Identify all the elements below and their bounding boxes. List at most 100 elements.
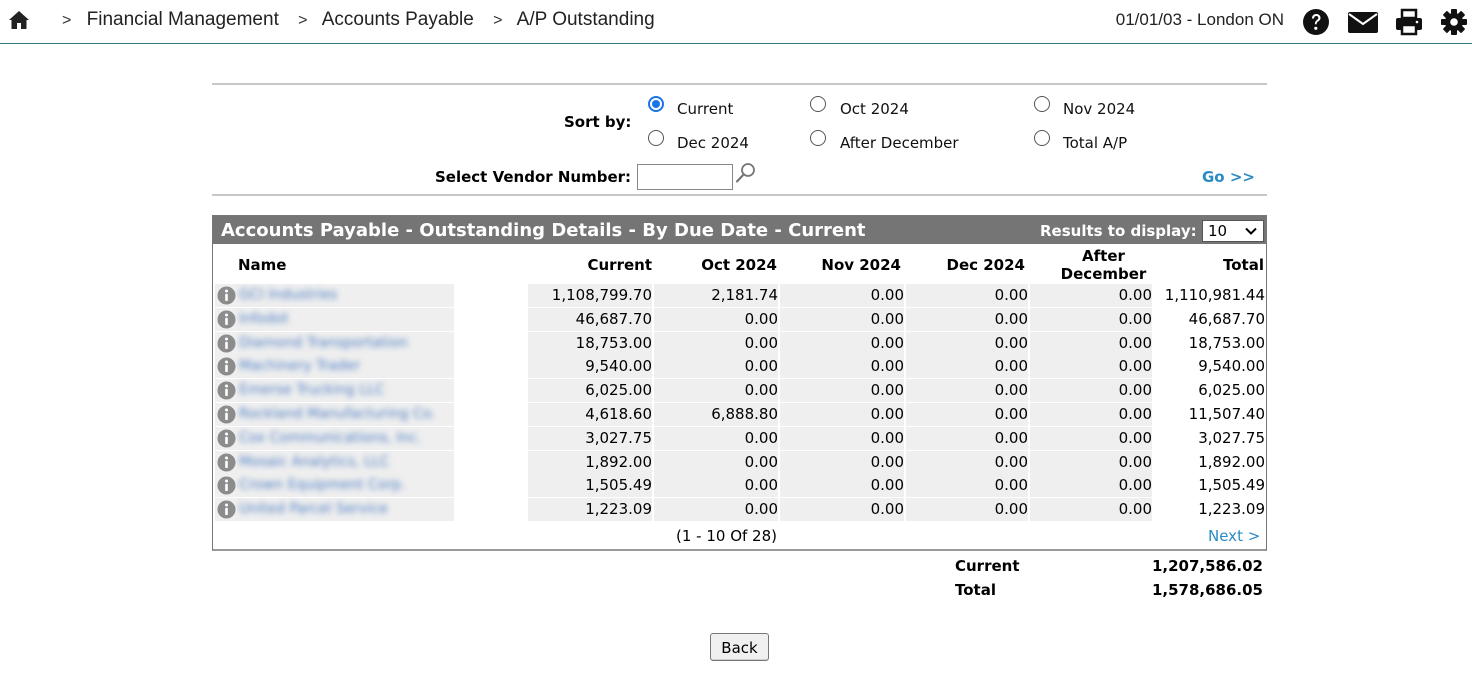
- amount-cell-dec: 0.00: [906, 284, 1028, 307]
- amount-cell-total: 1,223.09: [1198, 500, 1265, 519]
- chevron-down-icon: [1245, 227, 1257, 235]
- print-icon[interactable]: [1395, 8, 1423, 36]
- info-icon[interactable]: [217, 357, 236, 376]
- current-total-value: 1,207,586.02: [1151, 557, 1263, 575]
- info-icon[interactable]: [217, 476, 236, 495]
- help-icon[interactable]: [1302, 8, 1330, 36]
- vendor-name-link[interactable]: Rockland Manufacturing Co.: [239, 406, 436, 422]
- sort-radio-dec-2024[interactable]: [648, 130, 664, 146]
- amount-cell-total: 1,892.00: [1198, 452, 1265, 471]
- vendor-name-cell: United Parcel Service: [215, 498, 454, 522]
- go-link[interactable]: Go >>: [1202, 168, 1255, 186]
- amount-cell-current: 4,618.60: [528, 403, 652, 426]
- amount-cell-after: 0.00: [1030, 355, 1152, 379]
- mail-icon[interactable]: [1347, 8, 1379, 36]
- amount-cell-oct: 0.00: [654, 450, 778, 474]
- amount-cell-after: 0.00: [1030, 379, 1152, 403]
- sort-radio-oct-2024[interactable]: [810, 96, 826, 112]
- amount-cell-after: 0.00: [1030, 331, 1152, 355]
- table-row: Cox Communications, Inc. 3,027.75 0.00 0.00…: [215, 426, 1265, 450]
- vendor-name-link[interactable]: Emerse Trucking LLC: [239, 382, 385, 399]
- column-header-oct-2024: Oct 2024: [701, 256, 777, 274]
- vendor-name-cell: Emerse Trucking LLC: [215, 379, 454, 403]
- breadcrumb-separator: >: [62, 12, 72, 29]
- amount-cell-total: 1,505.49: [1198, 476, 1265, 495]
- sort-option-after-december: After December: [840, 134, 959, 152]
- amount-cell-nov: 0.00: [780, 498, 904, 522]
- current-total-label: Current: [955, 557, 1020, 575]
- vendor-number-input[interactable]: [637, 164, 733, 190]
- amount-cell-current: 1,892.00: [528, 450, 652, 474]
- info-icon[interactable]: [217, 429, 236, 448]
- amount-cell-oct: 2,181.74: [654, 284, 778, 307]
- amount-cell-dec: 0.00: [906, 426, 1028, 450]
- vendor-name-link[interactable]: Infodot: [239, 310, 289, 327]
- info-icon[interactable]: [217, 500, 236, 519]
- breadcrumb-accounts-payable[interactable]: Accounts Payable: [321, 9, 474, 30]
- sort-radio-total-ap[interactable]: [1034, 130, 1050, 146]
- amount-cell-current: 3,027.75: [528, 426, 652, 450]
- vendor-name-link[interactable]: United Parcel Service: [239, 501, 388, 518]
- amount-cell-nov: 0.00: [780, 379, 904, 403]
- amount-cell-oct: 0.00: [654, 426, 778, 450]
- amount-cell-current: 1,505.49: [528, 474, 652, 498]
- sort-radio-after-december[interactable]: [810, 130, 826, 146]
- info-icon[interactable]: [217, 381, 236, 400]
- column-header-nov-2024: Nov 2024: [821, 256, 901, 274]
- vendor-name-cell: Rockland Manufacturing Co.: [215, 403, 454, 426]
- sort-radio-current[interactable]: [648, 96, 664, 112]
- home-icon[interactable]: [8, 10, 30, 30]
- info-icon[interactable]: [217, 334, 236, 353]
- amount-cell-after: 0.00: [1030, 450, 1152, 474]
- magnifier-icon[interactable]: [735, 162, 757, 184]
- back-button[interactable]: Back: [710, 633, 769, 661]
- table-row: Diamond Transportation 18,753.00 0.00 0.00 0…: [215, 331, 1265, 355]
- amount-cell-dec: 0.00: [906, 498, 1028, 522]
- vendor-name-link[interactable]: Cox Communications, Inc.: [239, 429, 422, 446]
- amount-cell-nov: 0.00: [780, 474, 904, 498]
- breadcrumb-separator: >: [298, 12, 308, 29]
- amount-cell-oct: 0.00: [654, 498, 778, 522]
- amount-cell-nov: 0.00: [780, 403, 904, 426]
- info-icon[interactable]: [217, 310, 236, 329]
- amount-cell-dec: 0.00: [906, 355, 1028, 379]
- amount-cell-dec: 0.00: [906, 403, 1028, 426]
- vendor-name-cell: Machinery Trader: [215, 355, 454, 379]
- sort-option-nov-2024: Nov 2024: [1063, 100, 1136, 118]
- info-icon[interactable]: [217, 453, 236, 472]
- breadcrumb: > Financial Management > Accounts Payabl…: [62, 9, 669, 31]
- vendor-name-link[interactable]: Mosaic Analytics, LLC: [239, 453, 390, 470]
- info-icon[interactable]: [217, 286, 236, 305]
- table-row: GCI Industries 1,108,799.70 2,181.74 0.00 0.…: [215, 284, 1265, 307]
- settings-icon[interactable]: [1440, 8, 1468, 36]
- vendor-name-cell: Mosaic Analytics, LLC: [215, 450, 454, 474]
- breadcrumb-financial-management[interactable]: Financial Management: [86, 9, 279, 30]
- vendor-name-cell: GCI Industries: [215, 284, 454, 307]
- sort-radio-nov-2024[interactable]: [1034, 96, 1050, 112]
- amount-cell-current: 1,108,799.70: [528, 284, 652, 307]
- results-per-page-select[interactable]: 10: [1202, 220, 1264, 242]
- amount-cell-total: 9,540.00: [1198, 357, 1265, 376]
- amount-cell-current: 18,753.00: [528, 331, 652, 355]
- vendor-name-cell: Crown Equipment Corp.: [215, 474, 454, 498]
- column-header-current: Current: [587, 256, 652, 274]
- info-icon[interactable]: [217, 405, 236, 424]
- amount-cell-oct: 0.00: [654, 379, 778, 403]
- vendor-name-link[interactable]: Diamond Transportation: [239, 334, 408, 351]
- amount-cell-nov: 0.00: [780, 307, 904, 331]
- pagination-summary: (1 - 10 Of 28): [676, 527, 777, 545]
- table-row: Emerse Trucking LLC 6,025.00 0.00 0.00 0.00 0…: [215, 379, 1265, 403]
- sort-option-oct-2024: Oct 2024: [840, 100, 909, 118]
- vendor-name-link[interactable]: Machinery Trader: [239, 358, 361, 375]
- amount-cell-after: 0.00: [1030, 426, 1152, 450]
- amount-cell-current: 46,687.70: [528, 307, 652, 331]
- column-header-name: Name: [238, 256, 287, 274]
- vendor-name-link[interactable]: GCI Industries: [239, 287, 338, 303]
- table-row: Infodot 46,687.70 0.00 0.00 0.00 0.00 46,687.7…: [215, 307, 1265, 331]
- amount-cell-oct: 0.00: [654, 331, 778, 355]
- vendor-name-link[interactable]: Crown Equipment Corp.: [239, 477, 406, 494]
- next-page-link[interactable]: Next >: [1208, 527, 1261, 545]
- amount-cell-dec: 0.00: [906, 307, 1028, 331]
- amount-cell-after: 0.00: [1030, 307, 1152, 331]
- amount-cell-total: 6,025.00: [1198, 381, 1265, 400]
